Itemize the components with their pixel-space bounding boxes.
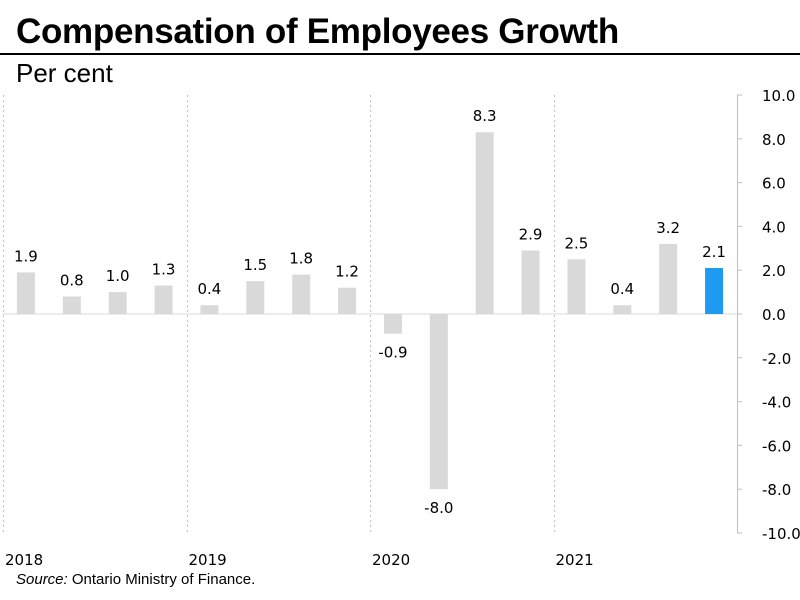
x-year-label: 2021 bbox=[556, 551, 594, 569]
data-label: 2.5 bbox=[565, 234, 589, 252]
bar bbox=[108, 292, 127, 314]
data-label: 1.9 bbox=[14, 247, 38, 265]
data-label: 2.9 bbox=[519, 225, 543, 243]
source-note: Source: Ontario Ministry of Finance. bbox=[16, 571, 255, 588]
y-tick-label: -10.0 bbox=[762, 525, 800, 543]
chart-subtitle: Per cent bbox=[16, 58, 113, 88]
data-label: 0.4 bbox=[610, 280, 634, 298]
x-year-label: 2018 bbox=[5, 551, 43, 569]
data-label: 1.0 bbox=[106, 267, 130, 285]
y-tick-label: -8.0 bbox=[762, 481, 791, 499]
data-label: 1.5 bbox=[243, 256, 267, 274]
bar bbox=[383, 314, 402, 334]
bar bbox=[613, 305, 632, 314]
y-tick-label: 0.0 bbox=[762, 306, 786, 324]
bar bbox=[292, 274, 311, 314]
y-tick-label: 8.0 bbox=[762, 131, 786, 149]
y-tick-label: -2.0 bbox=[762, 350, 791, 368]
y-tick-label: 4.0 bbox=[762, 218, 786, 236]
bar bbox=[62, 296, 81, 314]
bar bbox=[475, 132, 494, 314]
title-rule bbox=[0, 53, 800, 55]
data-label: 0.8 bbox=[60, 271, 84, 289]
bar bbox=[338, 287, 357, 314]
data-label: 1.3 bbox=[152, 261, 176, 279]
y-tick-label: -4.0 bbox=[762, 394, 791, 412]
y-tick-label: -6.0 bbox=[762, 437, 791, 455]
chart-title: Compensation of Employees Growth bbox=[16, 12, 619, 51]
bar bbox=[16, 272, 35, 314]
bar bbox=[567, 259, 586, 314]
data-label: -0.9 bbox=[378, 344, 407, 362]
bar bbox=[200, 305, 219, 314]
data-label: 8.3 bbox=[473, 107, 497, 125]
y-tick-label: 2.0 bbox=[762, 262, 786, 280]
data-label: -8.0 bbox=[424, 499, 453, 517]
source-label: Source: bbox=[16, 571, 68, 588]
y-tick-label: 6.0 bbox=[762, 175, 786, 193]
source-text: Ontario Ministry of Finance. bbox=[67, 571, 256, 588]
x-year-label: 2020 bbox=[372, 551, 410, 569]
bar bbox=[521, 250, 540, 314]
bar bbox=[705, 268, 724, 314]
x-year-label: 2019 bbox=[189, 551, 227, 569]
data-label: 3.2 bbox=[656, 219, 680, 237]
bar bbox=[429, 314, 448, 490]
data-label: 2.1 bbox=[702, 243, 726, 261]
y-tick-label: 10.0 bbox=[762, 87, 795, 105]
data-label: 0.4 bbox=[198, 280, 222, 298]
bar bbox=[154, 285, 173, 314]
data-label: 1.2 bbox=[335, 263, 359, 281]
bar bbox=[659, 243, 678, 314]
bar bbox=[246, 281, 265, 314]
data-label: 1.8 bbox=[289, 250, 313, 268]
